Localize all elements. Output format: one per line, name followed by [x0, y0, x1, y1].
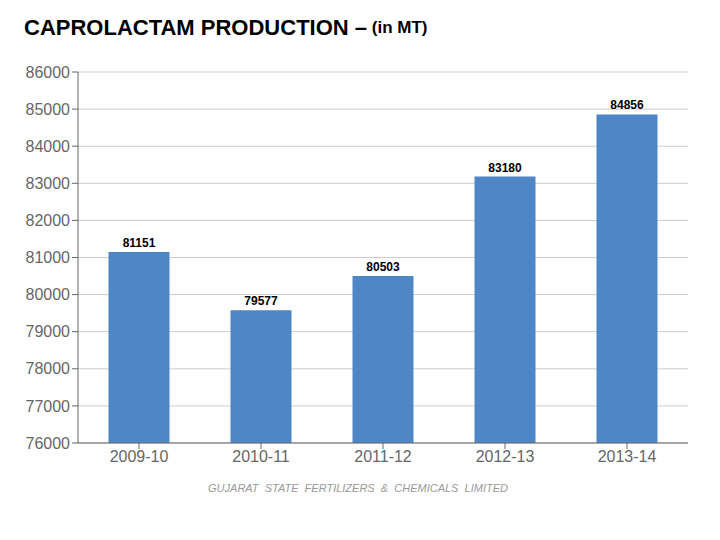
- svg-text:83000: 83000: [26, 175, 71, 192]
- svg-text:2013-14: 2013-14: [598, 448, 657, 465]
- svg-text:81000: 81000: [26, 249, 71, 266]
- svg-text:2009-10: 2009-10: [110, 448, 169, 465]
- svg-text:77000: 77000: [26, 398, 71, 415]
- html-text:CAPROLACTAM PRODUCTION –(in MT: CAPROLACTAM PRODUCTION –(in MT): [24, 15, 428, 40]
- svg-text:2010-11: 2010-11: [232, 448, 290, 465]
- svg-text:83180: 83180: [488, 161, 522, 175]
- svg-text:82000: 82000: [26, 212, 71, 229]
- svg-text:85000: 85000: [26, 101, 71, 118]
- svg-text:86000: 86000: [26, 64, 71, 81]
- svg-text:84000: 84000: [26, 138, 71, 155]
- svg-text:80503: 80503: [366, 260, 400, 274]
- svg-text:2011-12: 2011-12: [354, 448, 412, 465]
- svg-text:80000: 80000: [26, 286, 71, 303]
- svg-text:79577: 79577: [244, 294, 278, 308]
- svg-text:84856: 84856: [610, 98, 644, 112]
- html-text:GUJARAT STATE FERTILIZERS & CH: GUJARAT STATE FERTILIZERS & CHEMICALS LI…: [208, 482, 508, 494]
- svg-text:78000: 78000: [26, 360, 71, 377]
- svg-text:81151: 81151: [123, 236, 156, 250]
- svg-text:79000: 79000: [26, 323, 71, 340]
- svg-text:76000: 76000: [26, 435, 71, 452]
- svg-text:2012-13: 2012-13: [476, 448, 535, 465]
